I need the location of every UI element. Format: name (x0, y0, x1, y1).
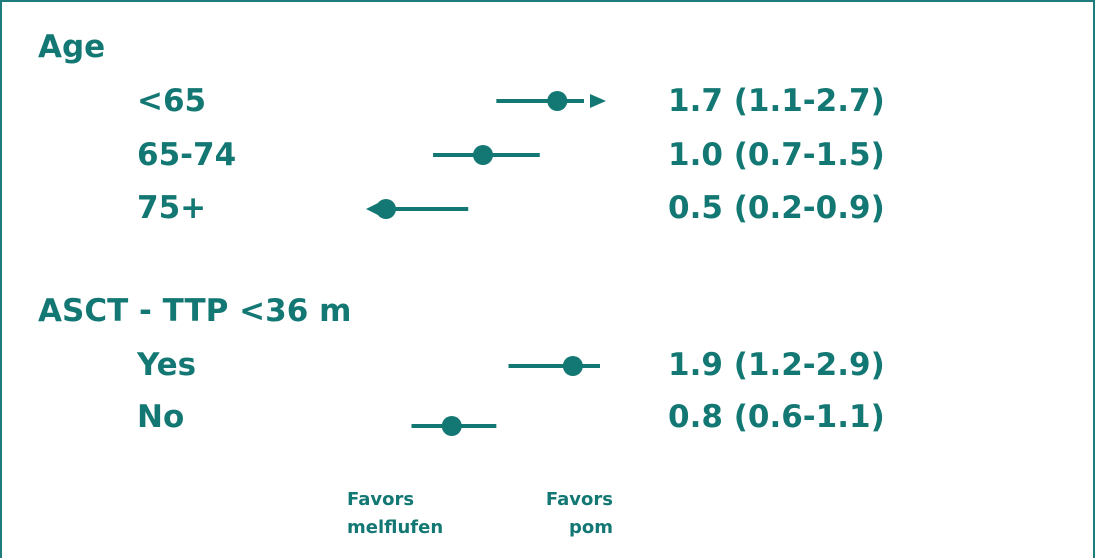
favors-pom-note: Favors pom (521, 486, 613, 542)
favors-left-line-1: Favors (347, 486, 443, 514)
ci-arrow-right-age-65 (590, 94, 606, 108)
favors-right-line-1: Favors (521, 486, 613, 514)
point-estimate-age-65 (547, 91, 567, 111)
point-estimate-asct-ttp-36-m-no (442, 416, 462, 436)
favors-left-line-2: melflufen (347, 514, 443, 542)
favors-right-line-2: pom (521, 514, 613, 542)
point-estimate-age-75- (376, 199, 396, 219)
point-estimate-age-65-74 (473, 145, 493, 165)
favors-melflufen-note: Favors melflufen (347, 486, 443, 542)
point-estimate-asct-ttp-36-m-yes (563, 356, 583, 376)
